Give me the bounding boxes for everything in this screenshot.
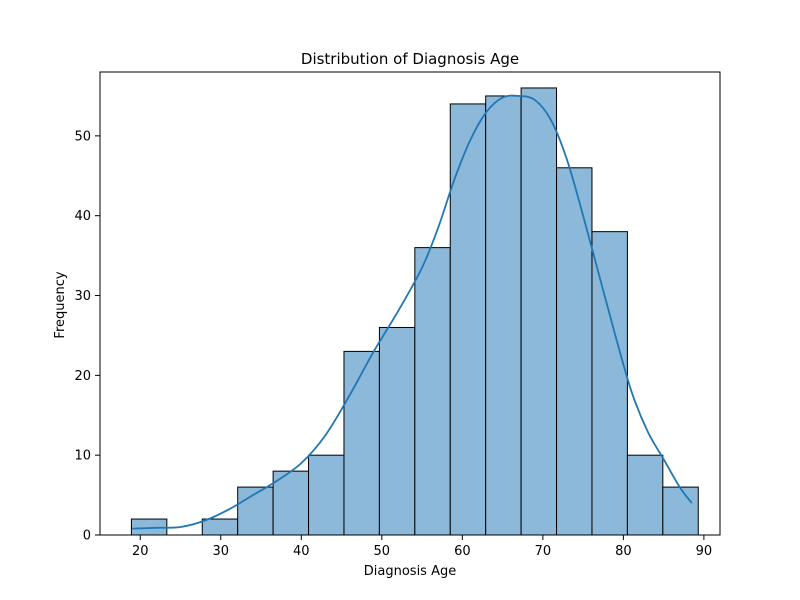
histogram-bars	[130, 87, 699, 536]
x-tick-label: 50	[374, 544, 391, 559]
histogram-bar-3	[237, 486, 274, 536]
y-tick-label: 50	[74, 129, 91, 144]
y-axis-ticks: 0 10 20 30 40 50	[74, 129, 100, 544]
histogram-bar-13	[591, 231, 628, 536]
histogram-bar-8	[414, 247, 451, 536]
x-tick-label: 80	[615, 544, 632, 559]
x-axis-ticks: 20 30 40 50 60 70 80 90	[132, 535, 712, 559]
plot-frame	[99, 71, 721, 536]
x-tick-label: 90	[696, 544, 713, 559]
histogram-bar-5	[308, 454, 345, 536]
x-tick-label: 70	[535, 544, 552, 559]
histogram-bar-7	[378, 326, 416, 536]
histogram-bar-2	[201, 518, 239, 536]
kde-line	[132, 94, 693, 530]
histogram-bar-14	[626, 454, 664, 536]
histogram-bar-10	[485, 95, 522, 536]
x-tick-label: 20	[132, 544, 149, 559]
plot-border	[99, 71, 721, 536]
x-axis-label: Diagnosis Age	[364, 564, 456, 579]
x-tick-label: 30	[213, 544, 230, 559]
y-tick-label: 10	[74, 449, 91, 464]
histogram-bar-9	[449, 103, 487, 536]
histogram-bar-12	[556, 167, 593, 536]
y-tick-label: 30	[74, 289, 91, 304]
y-tick-label: 40	[74, 209, 91, 224]
kde-curve-group	[132, 94, 693, 530]
x-tick-label: 60	[454, 544, 471, 559]
chart-title: Distribution of Diagnosis Age	[301, 50, 519, 68]
y-tick-label: 20	[74, 369, 91, 384]
x-tick-label: 40	[293, 544, 310, 559]
histogram-bar-15	[662, 486, 699, 536]
y-axis-label: Frequency	[53, 271, 68, 338]
y-tick-label: 0	[83, 529, 91, 544]
histogram-bar-6	[343, 350, 380, 536]
histogram-bar-11	[520, 87, 558, 536]
